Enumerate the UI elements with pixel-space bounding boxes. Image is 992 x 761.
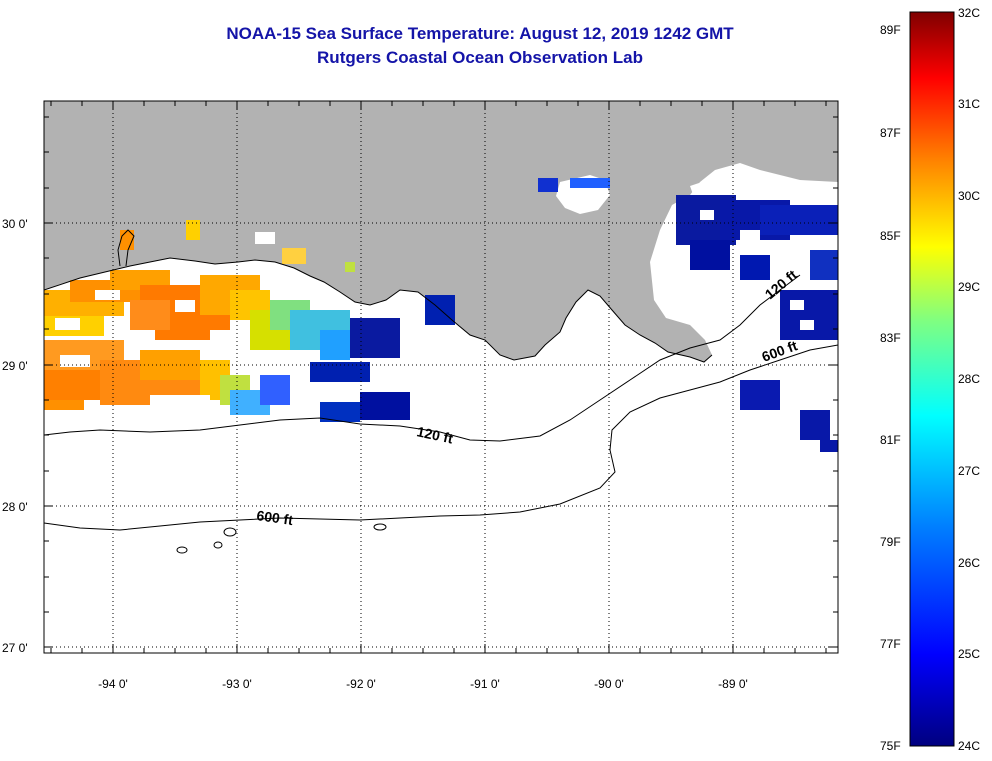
contour-label-600ft-west: 600 ft	[256, 507, 295, 528]
scale-label-c: 32C	[958, 6, 980, 20]
lat-label: 28 0'	[2, 500, 28, 514]
contour-120ft	[44, 274, 801, 442]
scale-label-f: 79F	[880, 535, 901, 549]
color-scale-bar	[909, 11, 955, 747]
scale-label-f: 83F	[880, 331, 901, 345]
scale-label-f: 85F	[880, 229, 901, 243]
scale-label-c: 31C	[958, 97, 980, 111]
lon-label: -89 0'	[718, 677, 748, 691]
lat-label: 30 0'	[2, 217, 28, 231]
scale-label-c: 29C	[958, 280, 980, 294]
axis-ticks	[44, 101, 838, 653]
scale-label-c: 28C	[958, 372, 980, 386]
lon-label: -94 0'	[98, 677, 128, 691]
scale-label-c: 30C	[958, 189, 980, 203]
lon-label: -93 0'	[222, 677, 252, 691]
grid-lines	[44, 101, 838, 653]
scale-label-f: 81F	[880, 433, 901, 447]
lon-label: -91 0'	[470, 677, 500, 691]
scale-label-c: 26C	[958, 556, 980, 570]
lon-label: -90 0'	[594, 677, 624, 691]
scale-label-c: 25C	[958, 647, 980, 661]
contour-600ft	[44, 344, 838, 531]
scale-label-c: 24C	[958, 739, 980, 753]
plot-frame	[43, 100, 839, 654]
map-subtitle: Rutgers Coastal Ocean Observation Lab	[317, 48, 643, 67]
contour-label-120ft: 120 ft	[415, 423, 454, 446]
coastline	[44, 257, 713, 363]
sst-cool-patches	[310, 178, 838, 452]
lat-label: 29 0'	[2, 359, 28, 373]
scale-label-f: 75F	[880, 739, 901, 753]
land-mass	[44, 101, 838, 362]
map-title: NOAA-15 Sea Surface Temperature: August …	[226, 24, 734, 43]
scale-label-c: 27C	[958, 464, 980, 478]
scale-label-f: 77F	[880, 637, 901, 651]
lon-label: -92 0'	[346, 677, 376, 691]
lat-label: 27 0'	[2, 641, 28, 655]
scale-label-f: 87F	[880, 126, 901, 140]
sst-warm-patches	[44, 220, 355, 415]
scale-label-f: 89F	[880, 23, 901, 37]
